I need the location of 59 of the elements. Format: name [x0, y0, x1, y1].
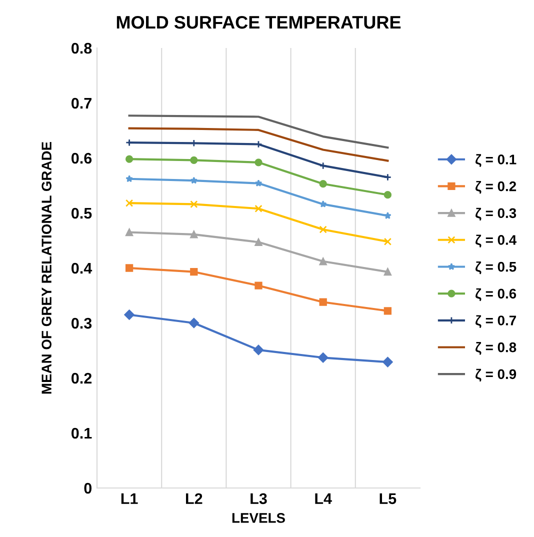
- legend-label: ζ = 0.3: [476, 208, 516, 221]
- point: [254, 179, 262, 187]
- legend-label: ζ = 0.7: [476, 315, 516, 328]
- point: [384, 212, 392, 219]
- x-tick-label: L3: [250, 493, 267, 504]
- point: [319, 258, 327, 266]
- point: [253, 344, 264, 356]
- y-tick-label: 0.3: [72, 318, 92, 329]
- legend-label: ζ = 0.8: [476, 342, 516, 355]
- y-tick-label: 0.2: [72, 372, 92, 384]
- point: [125, 228, 134, 236]
- point: [254, 238, 262, 246]
- point: [384, 268, 392, 276]
- x-axis-title: LEVELS: [232, 513, 285, 523]
- y-tick-label: 0.5: [72, 208, 92, 219]
- point: [384, 238, 392, 246]
- legend-label: ζ = 0.5: [476, 262, 516, 274]
- y-tick-label: 0.8: [72, 42, 92, 54]
- point: [125, 199, 134, 207]
- point: [190, 230, 198, 238]
- x-tick-label: L1: [121, 493, 138, 504]
- x-tick-label: L5: [380, 493, 396, 504]
- y-axis-title: MEAN OF GREY RELATIONAL GRADE: [42, 142, 52, 394]
- point: [384, 307, 392, 315]
- point: [126, 175, 133, 182]
- y-tick-label: 0: [84, 482, 92, 494]
- point: [382, 356, 393, 368]
- point: [190, 156, 198, 164]
- legend-label: ζ = 0.9: [476, 368, 516, 382]
- point: [190, 268, 198, 276]
- point: [319, 162, 327, 170]
- point: [318, 352, 328, 363]
- chart-title: MOLD SURFACE TEMPERATURE: [116, 16, 401, 29]
- legend-label: ζ = 0.1: [476, 154, 516, 167]
- y-tick-label: 0.6: [72, 152, 92, 164]
- point: [190, 176, 198, 184]
- point: [254, 158, 262, 166]
- y-tick-label: 0.1: [72, 428, 92, 439]
- legend-label: ζ = 0.6: [476, 288, 516, 302]
- point: [319, 200, 327, 208]
- point: [125, 155, 134, 163]
- line-series: [128, 127, 389, 162]
- line-series: [128, 114, 389, 149]
- legend-label: ζ = 0.2: [476, 181, 516, 194]
- point: [124, 310, 134, 320]
- point: [384, 191, 392, 199]
- point: [319, 180, 327, 188]
- legend-label: ζ = 0.4: [476, 234, 517, 248]
- point: [319, 226, 327, 234]
- y-tick-label: 0.7: [72, 98, 92, 109]
- point: [254, 204, 262, 212]
- point: [319, 298, 327, 306]
- point: [125, 264, 134, 272]
- x-tick-label: L4: [315, 493, 332, 504]
- point: [190, 200, 198, 208]
- point: [254, 282, 262, 290]
- x-tick-label: L2: [186, 493, 202, 504]
- point: [188, 318, 200, 328]
- y-tick-label: 0.4: [72, 262, 92, 274]
